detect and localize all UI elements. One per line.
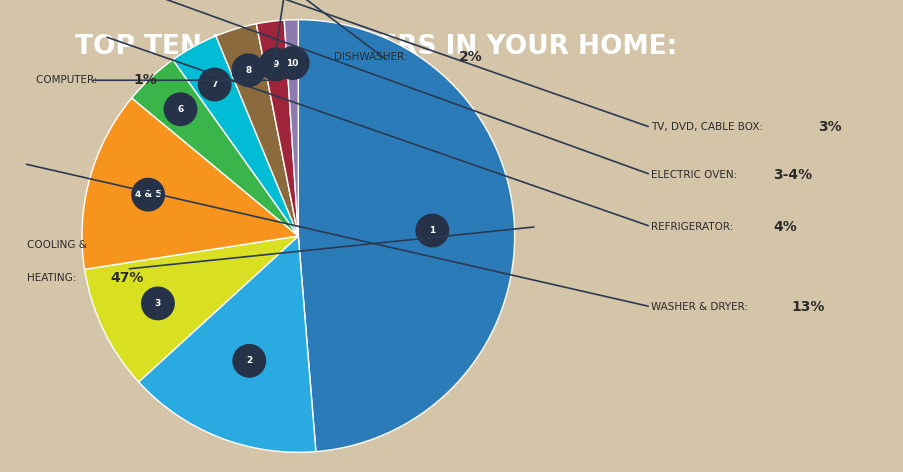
Text: 6: 6 <box>177 105 183 114</box>
Text: 3-4%: 3-4% <box>772 168 811 182</box>
Text: 1: 1 <box>429 226 435 235</box>
Text: 2: 2 <box>246 356 252 365</box>
Wedge shape <box>82 98 298 270</box>
Circle shape <box>232 54 265 86</box>
Wedge shape <box>284 20 298 236</box>
Text: TV, DVD, CABLE BOX:: TV, DVD, CABLE BOX: <box>650 122 766 133</box>
Text: WASHER & DRYER:: WASHER & DRYER: <box>650 302 750 312</box>
Text: 1%: 1% <box>134 73 157 87</box>
Wedge shape <box>85 236 298 382</box>
Text: REFRIGERATOR:: REFRIGERATOR: <box>650 221 736 232</box>
Text: 10: 10 <box>286 59 299 67</box>
Wedge shape <box>216 24 298 236</box>
Text: 2%: 2% <box>459 50 482 64</box>
Circle shape <box>142 287 174 320</box>
Wedge shape <box>132 60 298 236</box>
Text: HEATING:: HEATING: <box>27 273 79 284</box>
Text: 9: 9 <box>273 60 279 69</box>
Circle shape <box>415 214 448 247</box>
Wedge shape <box>138 236 315 452</box>
Text: 47%: 47% <box>110 271 144 286</box>
Text: 3: 3 <box>154 299 161 308</box>
Text: 3%: 3% <box>817 120 841 135</box>
Circle shape <box>233 345 265 377</box>
Circle shape <box>276 47 309 79</box>
Circle shape <box>198 68 230 101</box>
Circle shape <box>164 93 197 126</box>
Text: DISHWASHER:: DISHWASHER: <box>334 51 411 62</box>
Text: 13%: 13% <box>790 300 824 314</box>
Text: 7: 7 <box>211 80 218 89</box>
Wedge shape <box>256 20 298 236</box>
Text: 8: 8 <box>245 66 251 75</box>
Circle shape <box>259 48 292 81</box>
Text: 4%: 4% <box>773 219 796 234</box>
Text: TOP TEN ENERGY USERS IN YOUR HOME:: TOP TEN ENERGY USERS IN YOUR HOME: <box>75 34 677 60</box>
Text: 4 & 5: 4 & 5 <box>135 190 162 199</box>
Wedge shape <box>298 20 514 452</box>
Circle shape <box>132 178 164 211</box>
Text: COMPUTER:: COMPUTER: <box>36 75 100 85</box>
Wedge shape <box>172 36 298 236</box>
Text: ELECTRIC OVEN:: ELECTRIC OVEN: <box>650 169 740 180</box>
Text: COOLING &: COOLING & <box>27 240 87 251</box>
